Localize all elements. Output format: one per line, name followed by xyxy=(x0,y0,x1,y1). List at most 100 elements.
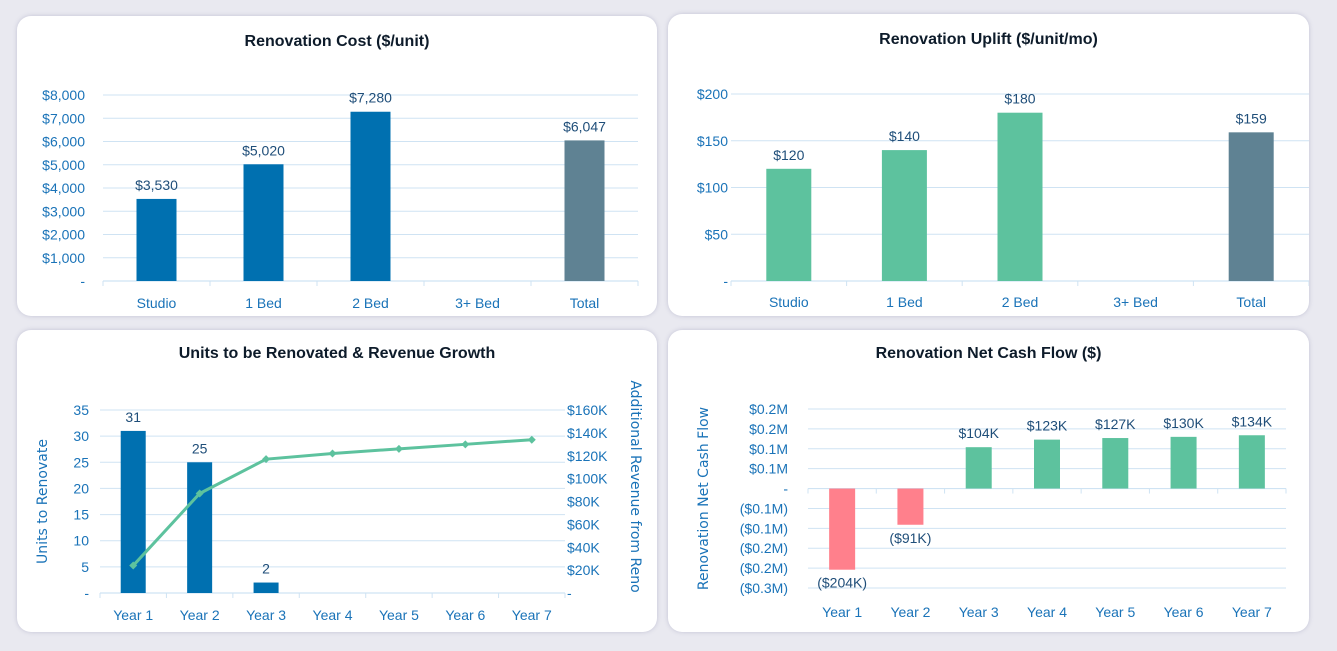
net-cash-flow-card: Renovation Net Cash Flow ($) ($0.3M) ($0.2… xyxy=(668,330,1309,632)
y-tick-label: ($0.3M) xyxy=(740,580,788,596)
x-tick-label: 1 Bed xyxy=(886,294,923,310)
bar xyxy=(897,488,924,525)
y2-tick-label: $40K xyxy=(567,539,600,555)
y2-tick-label: $100K xyxy=(567,471,608,487)
x-tick-label: 2 Bed xyxy=(1002,294,1039,310)
data-label: $127K xyxy=(1095,416,1136,432)
y-tick-label: 15 xyxy=(73,507,89,523)
y-tick-label: $2,000 xyxy=(42,227,85,243)
chart-title: Renovation Cost ($/unit) xyxy=(245,33,430,50)
y-tick-label: 20 xyxy=(73,480,89,496)
y-axis-title: Renovation Net Cash Flow xyxy=(696,407,712,590)
bar xyxy=(965,447,992,489)
bar xyxy=(253,582,279,593)
y2-tick-label: $20K xyxy=(567,562,600,578)
y-tick-label: - xyxy=(84,585,89,601)
y-tick-label: 10 xyxy=(73,533,89,549)
x-tick-label: Year 6 xyxy=(1164,604,1204,620)
data-label: $140 xyxy=(889,128,920,144)
x-tick-label: Studio xyxy=(769,294,809,310)
line-point xyxy=(527,435,536,444)
y-tick-label: $7,000 xyxy=(42,110,85,126)
bar xyxy=(766,168,812,281)
x-tick-label: Year 7 xyxy=(1232,604,1272,620)
bar xyxy=(881,150,927,281)
y-tick-label: 5 xyxy=(81,559,89,575)
data-label: ($204K) xyxy=(817,575,867,591)
y-tick-label: ($0.1M) xyxy=(740,500,788,516)
y-tick-label: 35 xyxy=(73,402,89,418)
x-tick-label: 1 Bed xyxy=(245,295,282,311)
renovation-uplift-card: Renovation Uplift ($/unit/mo) - $50 $100 $15… xyxy=(668,14,1309,316)
y-tick-label: ($0.1M) xyxy=(740,520,788,536)
y-tick-label: $6,000 xyxy=(42,134,85,150)
x-tick-label: Year 2 xyxy=(890,604,930,620)
chart-title: Renovation Uplift ($/unit/mo) xyxy=(879,31,1098,48)
bar xyxy=(1034,439,1060,489)
line-point xyxy=(328,449,337,458)
y2-tick-label: - xyxy=(567,585,572,601)
y2-tick-label: $80K xyxy=(567,494,600,510)
renovation-uplift-chart: Renovation Uplift ($/unit/mo) - $50 $100 $15… xyxy=(697,31,1309,310)
data-label: $3,530 xyxy=(135,177,178,193)
y-tick-label: ($0.2M) xyxy=(740,540,788,556)
bar xyxy=(350,111,391,282)
bar xyxy=(1170,436,1197,489)
y-tick-label: $150 xyxy=(697,133,728,149)
x-tick-label: 3+ Bed xyxy=(1113,294,1158,310)
y-tick-label: - xyxy=(80,273,85,289)
y-tick-label: ($0.2M) xyxy=(740,560,788,576)
y-tick-label: 30 xyxy=(73,428,89,444)
data-label: ($91K) xyxy=(889,530,931,546)
data-label: $104K xyxy=(958,425,999,441)
units-revenue-card: Units to be Renovated & Revenue Growth - 5… xyxy=(17,330,657,632)
units-revenue-chart: Units to be Renovated & Revenue Growth - 5… xyxy=(35,345,643,623)
x-tick-label: Year 4 xyxy=(313,607,353,623)
y-tick-label: $200 xyxy=(697,86,728,102)
x-tick-label: Year 1 xyxy=(822,604,862,620)
data-label: $159 xyxy=(1236,110,1267,126)
x-tick-label: Year 6 xyxy=(445,607,485,623)
y2-tick-label: $120K xyxy=(567,448,608,464)
x-tick-label: Year 2 xyxy=(180,607,220,623)
line-point xyxy=(262,455,271,464)
y2-tick-label: $160K xyxy=(567,402,608,418)
data-label: $120 xyxy=(773,147,804,163)
y-tick-label: $1,000 xyxy=(42,250,85,266)
y-tick-label: - xyxy=(783,481,788,497)
x-tick-label: 3+ Bed xyxy=(455,295,500,311)
y-tick-label: 25 xyxy=(73,454,89,470)
line-point xyxy=(195,489,204,498)
data-label: $134K xyxy=(1232,413,1273,429)
bar xyxy=(1238,435,1265,489)
line-point xyxy=(394,444,403,453)
data-label: $123K xyxy=(1027,418,1068,434)
y-tick-label: $0.2M xyxy=(749,401,788,417)
net-cash-flow-chart: Renovation Net Cash Flow ($) ($0.3M) ($0.2… xyxy=(696,345,1287,620)
x-tick-label: Year 4 xyxy=(1027,604,1067,620)
y2-tick-label: $140K xyxy=(567,425,608,441)
data-label: 31 xyxy=(125,409,141,425)
x-tick-label: Year 1 xyxy=(113,607,153,623)
x-tick-label: Studio xyxy=(137,295,177,311)
x-tick-label: Year 7 xyxy=(512,607,552,623)
bar xyxy=(1228,132,1274,281)
data-label: 25 xyxy=(192,440,208,456)
y-tick-label: $50 xyxy=(705,226,729,242)
y-tick-label: $0.1M xyxy=(749,461,788,477)
bar xyxy=(243,164,284,281)
data-label: $180 xyxy=(1004,91,1035,107)
y-tick-label: $0.1M xyxy=(749,441,788,457)
x-tick-label: Total xyxy=(1236,294,1266,310)
bar xyxy=(829,488,856,570)
y-tick-label: $3,000 xyxy=(42,203,85,219)
data-label: $6,047 xyxy=(563,118,606,134)
x-tick-label: Year 5 xyxy=(379,607,419,623)
y-tick-label: $0.2M xyxy=(749,421,788,437)
bar xyxy=(564,140,605,281)
x-tick-label: 2 Bed xyxy=(352,295,389,311)
data-label: 2 xyxy=(262,561,270,577)
renovation-cost-chart: Renovation Cost ($/unit) - $1,000 $2,000 $3,… xyxy=(42,33,639,311)
y-axis-title: Units to Renovate xyxy=(35,439,51,564)
bar xyxy=(136,198,177,281)
